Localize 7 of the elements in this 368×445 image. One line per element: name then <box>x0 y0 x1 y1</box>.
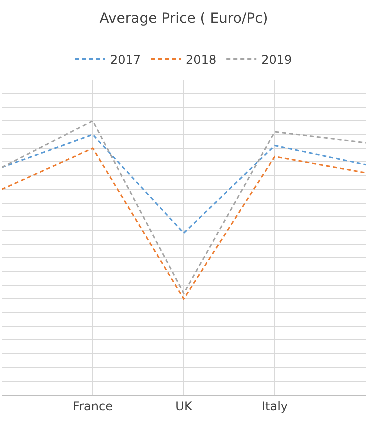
x-tick-label: France <box>73 399 113 414</box>
legend-label: 2019 <box>262 52 292 67</box>
x-tick-label: Italy <box>262 399 288 414</box>
x-tick-label: UK <box>176 399 194 414</box>
legend-label: 2017 <box>110 52 142 67</box>
legend-label: 2018 <box>186 52 217 67</box>
chart-title: Average Price ( Euro/Pc) <box>100 11 268 28</box>
